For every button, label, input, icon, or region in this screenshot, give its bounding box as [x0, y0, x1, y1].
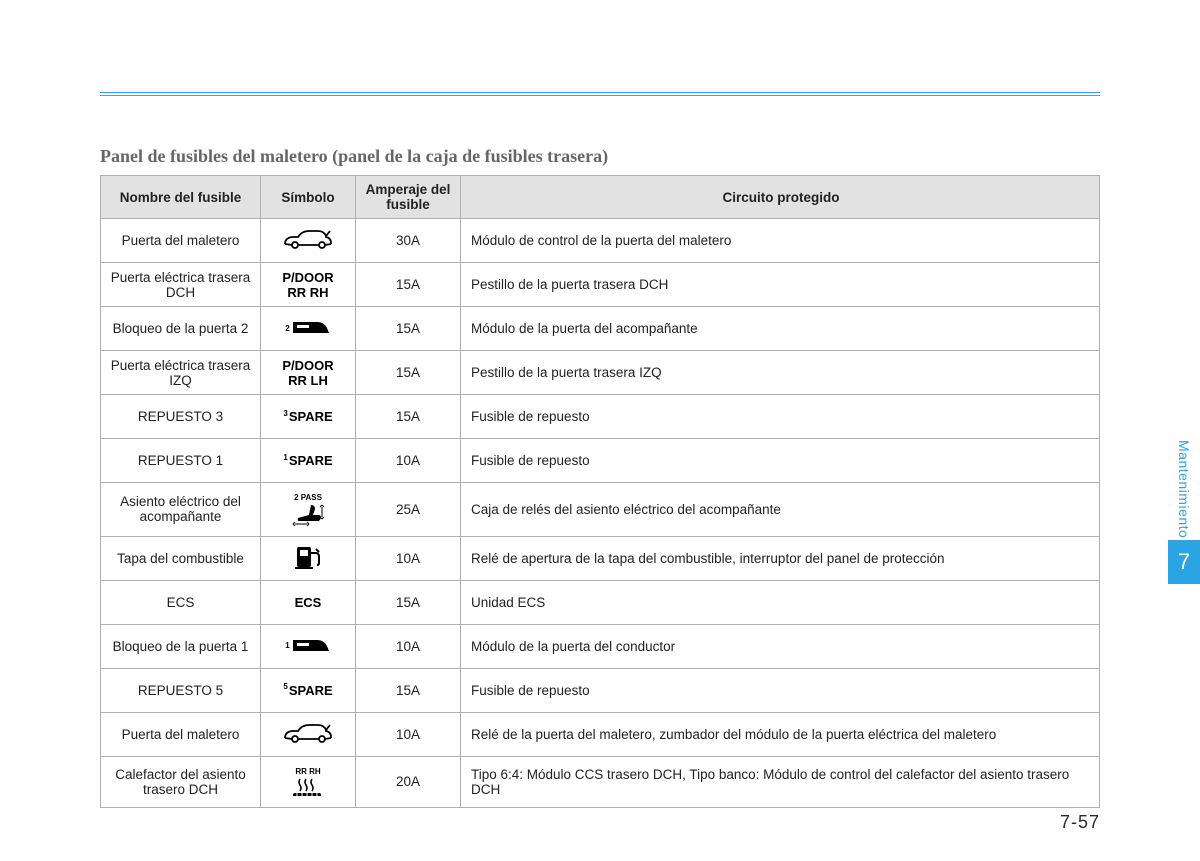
fuse-name-cell: Tapa del combustible	[101, 536, 261, 580]
fuse-name-cell: REPUESTO 3	[101, 395, 261, 439]
fuse-name-cell: Puerta eléctrica trasera IZQ	[101, 351, 261, 395]
fuse-amperage-cell: 15A	[356, 580, 461, 624]
chapter-number: 7	[1168, 540, 1200, 584]
fuse-symbol-cell	[261, 219, 356, 263]
fuse-amperage-cell: 20A	[356, 756, 461, 808]
door-lock-icon	[291, 318, 331, 336]
table-row: Calefactor del asiento trasero DCHRR RH2…	[101, 756, 1100, 808]
fuse-symbol-cell: P/DOORRR RH	[261, 263, 356, 307]
table-row: REPUESTO 55SPARE15AFusible de repuesto	[101, 668, 1100, 712]
header-rule	[100, 92, 1100, 96]
table-row: REPUESTO 11SPARE10AFusible de repuesto	[101, 439, 1100, 483]
fuse-symbol-cell: 2 PASS	[261, 483, 356, 537]
col-header-amperage: Amperaje del fusible	[356, 176, 461, 219]
table-header-row: Nombre del fusible Símbolo Amperaje del …	[101, 176, 1100, 219]
chapter-label: Mantenimiento	[1176, 440, 1192, 538]
fuse-name-cell: Puerta eléctrica trasera DCH	[101, 263, 261, 307]
door-lock-icon	[291, 636, 331, 654]
fuse-circuit-cell: Fusible de repuesto	[461, 395, 1100, 439]
page-number: 7-57	[1060, 812, 1100, 833]
fuse-circuit-cell: Unidad ECS	[461, 580, 1100, 624]
car-icon	[282, 722, 334, 744]
fuse-circuit-cell: Tipo 6:4: Módulo CCS trasero DCH, Tipo b…	[461, 756, 1100, 808]
fuse-amperage-cell: 10A	[356, 712, 461, 756]
fuse-amperage-cell: 30A	[356, 219, 461, 263]
table-row: Tapa del combustible 10ARelé de apertura …	[101, 536, 1100, 580]
fuse-amperage-cell: 15A	[356, 263, 461, 307]
table-row: Puerta eléctrica trasera DCHP/DOORRR RH1…	[101, 263, 1100, 307]
fuse-circuit-cell: Pestillo de la puerta trasera IZQ	[461, 351, 1100, 395]
fuse-circuit-cell: Caja de relés del asiento eléctrico del …	[461, 483, 1100, 537]
page-content: Panel de fusibles del maletero (panel de…	[100, 146, 1100, 808]
col-header-circuit: Circuito protegido	[461, 176, 1100, 219]
fuse-name-cell: REPUESTO 5	[101, 668, 261, 712]
fuse-amperage-cell: 10A	[356, 624, 461, 668]
fuse-circuit-cell: Módulo de control de la puerta del malet…	[461, 219, 1100, 263]
table-row: REPUESTO 33SPARE15AFusible de repuesto	[101, 395, 1100, 439]
table-row: Puerta del maletero 10ARelé de la puerta …	[101, 712, 1100, 756]
fuse-name-cell: REPUESTO 1	[101, 439, 261, 483]
fuse-table: Nombre del fusible Símbolo Amperaje del …	[100, 175, 1100, 808]
col-header-symbol: Símbolo	[261, 176, 356, 219]
fuse-name-cell: Calefactor del asiento trasero DCH	[101, 756, 261, 808]
fuse-name-cell: Asiento eléctrico del acompañante	[101, 483, 261, 537]
table-row: Puerta eléctrica trasera IZQP/DOORRR LH1…	[101, 351, 1100, 395]
fuse-name-cell: Puerta del maletero	[101, 219, 261, 263]
fuse-circuit-cell: Fusible de repuesto	[461, 439, 1100, 483]
fuse-amperage-cell: 10A	[356, 439, 461, 483]
fuse-name-cell: Bloqueo de la puerta 1	[101, 624, 261, 668]
fuse-amperage-cell: 15A	[356, 668, 461, 712]
seat-heater-icon	[291, 776, 325, 798]
fuse-circuit-cell: Módulo de la puerta del conductor	[461, 624, 1100, 668]
table-row: ECSECS15AUnidad ECS	[101, 580, 1100, 624]
page-title: Panel de fusibles del maletero (panel de…	[100, 146, 1100, 167]
fuse-circuit-cell: Relé de apertura de la tapa del combusti…	[461, 536, 1100, 580]
fuse-amperage-cell: 15A	[356, 351, 461, 395]
fuse-symbol-cell	[261, 536, 356, 580]
fuse-symbol-cell: 5SPARE	[261, 668, 356, 712]
fuse-symbol-cell: 1SPARE	[261, 439, 356, 483]
table-row: Bloqueo de la puerta 1110AMódulo de la p…	[101, 624, 1100, 668]
fuse-symbol-cell: 3SPARE	[261, 395, 356, 439]
chapter-tab: Mantenimiento 7	[1168, 440, 1200, 584]
fuse-symbol-cell: P/DOORRR LH	[261, 351, 356, 395]
fuse-name-cell: Puerta del maletero	[101, 712, 261, 756]
fuse-circuit-cell: Relé de la puerta del maletero, zumbador…	[461, 712, 1100, 756]
table-row: Asiento eléctrico del acompañante2 PASS2…	[101, 483, 1100, 537]
fuse-symbol-cell: 1	[261, 624, 356, 668]
fuse-amperage-cell: 10A	[356, 536, 461, 580]
fuse-symbol-cell: RR RH	[261, 756, 356, 808]
fuse-amperage-cell: 25A	[356, 483, 461, 537]
fuse-circuit-cell: Fusible de repuesto	[461, 668, 1100, 712]
fuse-name-cell: Bloqueo de la puerta 2	[101, 307, 261, 351]
fuse-amperage-cell: 15A	[356, 395, 461, 439]
fuse-symbol-cell	[261, 712, 356, 756]
fuel-pump-icon	[293, 543, 323, 571]
fuse-symbol-cell: 2	[261, 307, 356, 351]
table-row: Bloqueo de la puerta 2215AMódulo de la p…	[101, 307, 1100, 351]
table-row: Puerta del maletero 30AMódulo de control …	[101, 219, 1100, 263]
fuse-name-cell: ECS	[101, 580, 261, 624]
power-seat-icon	[289, 503, 327, 527]
fuse-circuit-cell: Pestillo de la puerta trasera DCH	[461, 263, 1100, 307]
fuse-circuit-cell: Módulo de la puerta del acompañante	[461, 307, 1100, 351]
car-icon	[282, 228, 334, 250]
fuse-amperage-cell: 15A	[356, 307, 461, 351]
col-header-name: Nombre del fusible	[101, 176, 261, 219]
fuse-symbol-cell: ECS	[261, 580, 356, 624]
